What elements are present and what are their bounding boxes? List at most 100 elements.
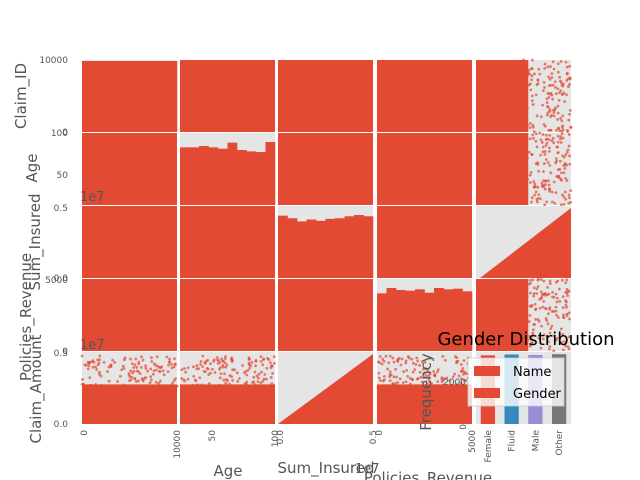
scatter-point (536, 285, 540, 288)
scatter-point (559, 327, 563, 331)
scatter-point (552, 114, 556, 118)
scatter-point (535, 145, 539, 149)
scatter-point (531, 328, 535, 332)
scatter-point (523, 191, 527, 195)
x-tick-label: 0.5 (369, 430, 379, 444)
scatter-point (113, 360, 117, 364)
scatter-point (568, 108, 572, 112)
scatter-point (561, 128, 565, 132)
scatter-point (193, 378, 197, 382)
scatter-point (567, 144, 571, 148)
scatter-point (464, 372, 468, 376)
scatter-point (547, 84, 551, 88)
scatter-point (552, 110, 556, 114)
scatter-point (561, 306, 565, 310)
histogram-bar (278, 215, 288, 278)
scatter-point (173, 362, 177, 366)
scatter-point (564, 153, 568, 157)
scatter-point (379, 379, 382, 382)
scatter-point (556, 70, 560, 74)
scatter-point (560, 132, 564, 135)
scatter-point (554, 338, 558, 342)
scatter-point (549, 65, 552, 68)
scatter-point (530, 336, 533, 340)
scatter-point (560, 83, 564, 87)
scatter-point (530, 305, 533, 309)
scatter-point (548, 282, 552, 285)
scatter-point (195, 367, 199, 371)
scatter-mass (377, 60, 472, 132)
scatter-point (433, 374, 437, 378)
scatter-point (556, 62, 560, 66)
scatter-point (86, 367, 90, 371)
scatter-point (558, 299, 562, 303)
histogram-bar (246, 151, 257, 205)
scatter-point (568, 154, 571, 158)
scatter-point (107, 365, 111, 369)
scatter-point (549, 327, 553, 331)
scatter-point (380, 362, 384, 366)
legend: Name Gender (467, 357, 565, 407)
scatter-point (555, 296, 559, 300)
y-tick-label: 50 (57, 171, 69, 181)
scatter-point (530, 94, 534, 98)
scatter-point (133, 376, 137, 380)
scatter-point (547, 96, 551, 99)
scatter-point (248, 366, 251, 370)
bar-category-label: Fluid (508, 430, 518, 452)
scatter-point (567, 133, 571, 136)
scatter-point (536, 200, 539, 204)
scatter-point (436, 368, 440, 372)
scatter-point (533, 182, 537, 186)
scatter-point (191, 365, 195, 369)
scatter-point (540, 181, 544, 185)
scatter-point (129, 369, 133, 373)
scatter-point (420, 380, 424, 384)
panel-claim_id-vs-policies_revenue (377, 60, 472, 132)
scatter-point (416, 359, 420, 363)
scatter-point (560, 92, 564, 96)
scatter-point (121, 383, 125, 387)
scatter-point (548, 108, 552, 112)
scatter-point (528, 291, 532, 295)
scatter-point (404, 380, 408, 384)
scatter-point (546, 91, 550, 95)
scatter-point (553, 201, 557, 205)
scatter-point (462, 373, 465, 376)
scatter-point (428, 384, 432, 388)
scatter-point (459, 377, 463, 381)
scatter-point (534, 93, 538, 97)
scatter-point (545, 101, 549, 104)
scatter-point (204, 370, 207, 374)
scatter-point (388, 373, 392, 377)
scatter-point (527, 150, 531, 154)
scatter-point (525, 287, 529, 291)
scatter-point (218, 376, 222, 380)
scatter-point (562, 316, 566, 320)
panel-policies_revenue-vs-claim_amount (476, 277, 571, 353)
scatter-point (94, 383, 98, 386)
scatter-mass (180, 60, 275, 132)
scatter-point (565, 305, 568, 309)
scatter-point (262, 377, 266, 381)
panel-sum_insured-vs-sum_insured (278, 206, 374, 278)
scatter-point (523, 307, 527, 311)
scatter-point (378, 355, 382, 358)
histogram-bar (453, 288, 463, 351)
scatter-point (528, 278, 532, 282)
panel-claim_amount-vs-age (180, 352, 276, 424)
scatter-point (389, 385, 393, 388)
histogram-bar (158, 61, 168, 132)
scatter-point (399, 386, 403, 390)
scatter-point (221, 363, 225, 367)
scatter-point (149, 375, 153, 379)
scatter-point (245, 373, 249, 377)
scatter-point (376, 386, 380, 390)
scatter-point (544, 133, 548, 137)
scatter-mass (476, 133, 529, 205)
panel-claim_amount-vs-claim_id (80, 352, 179, 424)
scatter-point (444, 358, 447, 362)
scatter-point (165, 355, 169, 359)
scatter-point (392, 360, 396, 364)
x-label-claim-id: Claim_ID (97, 478, 163, 480)
